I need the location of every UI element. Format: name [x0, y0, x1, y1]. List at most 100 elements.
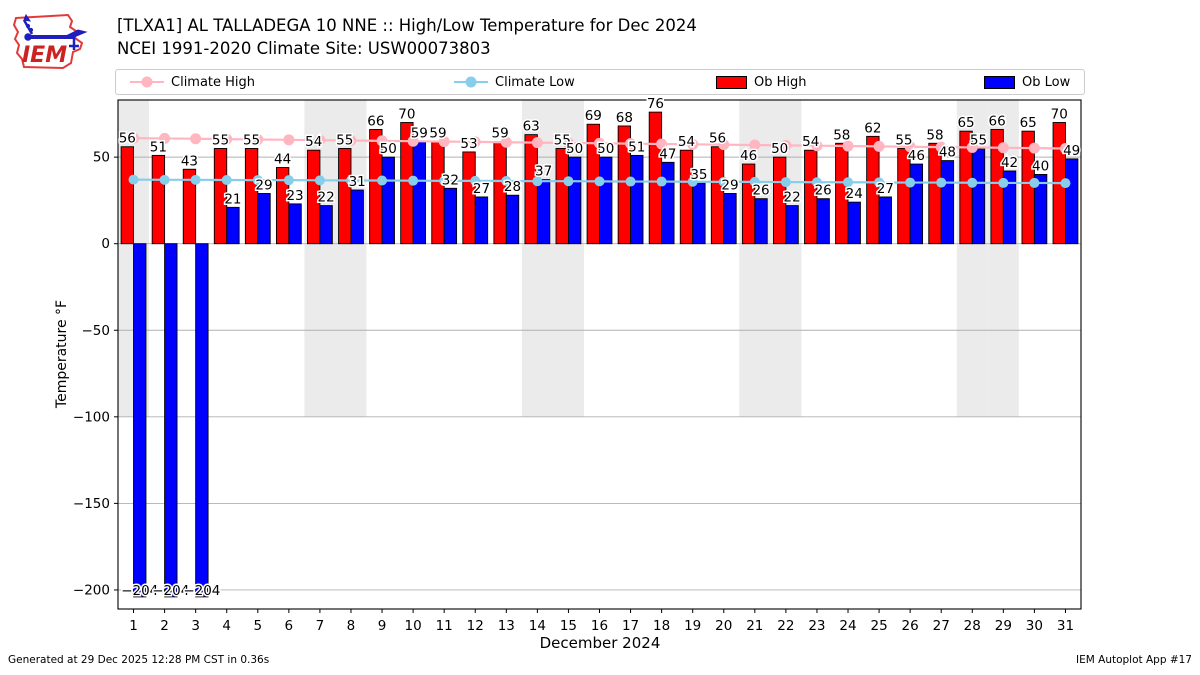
ob-low-bar [226, 206, 240, 245]
legend-label: Ob High [754, 74, 807, 90]
ob-low-bar [723, 193, 737, 245]
x-tick-label: 4 [222, 618, 231, 634]
climate-low-marker [656, 176, 667, 187]
x-tick-label: 8 [347, 618, 356, 634]
climate-low-marker [1029, 177, 1040, 188]
y-tick-label: −50 [82, 323, 111, 339]
y-tick-label: −100 [73, 409, 110, 425]
ob-low-value-label: 47 [659, 146, 676, 162]
ob-high-value-label: 55 [212, 132, 229, 148]
climate-low-marker [811, 177, 822, 188]
climate-low-line-icon [454, 76, 488, 88]
climate-low-marker [314, 175, 325, 186]
climate-high-marker [221, 133, 233, 145]
ob-high-value-label: 43 [181, 153, 198, 169]
climate-low-marker [408, 175, 419, 186]
climate-high-marker [190, 133, 202, 145]
ob-high-value-label: 70 [1051, 107, 1068, 123]
ob-low-bar [319, 205, 333, 245]
ob-low-value-label: 28 [504, 179, 521, 195]
ob-low-value-label: 31 [349, 174, 366, 190]
climate-high-marker [252, 133, 264, 145]
climate-high-marker [438, 136, 450, 148]
climate-high-marker [904, 141, 916, 153]
ob-low-value-label: 26 [752, 183, 769, 199]
iowa-outline-icon [12, 13, 84, 70]
climate-low-marker [221, 174, 232, 185]
ob-high-value-label: 50 [771, 141, 788, 157]
climate-high-marker [531, 137, 543, 149]
ob-low-bar [599, 156, 613, 245]
climate-high-marker [345, 135, 357, 147]
climate-low-marker [874, 177, 885, 188]
ob-high-bar [710, 146, 725, 245]
x-tick-label: 13 [498, 618, 515, 634]
climate-high-marker [128, 132, 140, 144]
climate-low-marker [190, 174, 201, 185]
climate-low-marker [687, 176, 698, 187]
ob-low-bar [164, 243, 178, 598]
climate-high-marker [407, 135, 419, 147]
climate-high-marker [749, 139, 761, 151]
climate-low-marker [936, 177, 947, 188]
climate-high-marker [469, 136, 481, 148]
ob-high-bar [338, 148, 352, 245]
ob-low-bar [971, 148, 986, 245]
ob-low-value-label: 55 [970, 132, 987, 148]
ob-low-bar [536, 179, 551, 245]
climate-high-marker [842, 140, 854, 152]
ob-high-value-label: 44 [274, 152, 291, 168]
ob-high-value-label: 56 [119, 131, 136, 147]
weather-vane-icon [22, 13, 88, 50]
legend-label: Climate Low [495, 74, 575, 90]
climate-low-marker [718, 176, 729, 187]
climate-low-marker [1060, 178, 1071, 189]
climate-low-marker [252, 175, 263, 186]
legend-label: Ob Low [1022, 74, 1071, 90]
ob-high-bar [120, 146, 134, 245]
climate-low-marker [843, 177, 854, 188]
climate-low-marker [780, 177, 791, 188]
ob-low-bar [847, 201, 861, 245]
ob-high-value-label: 70 [398, 107, 415, 123]
climate-high-marker [1028, 142, 1040, 154]
ob-high-value-label: 66 [989, 113, 1006, 129]
climate-high-line-icon [130, 76, 164, 88]
ob-low-bar [195, 243, 209, 598]
ob-low-bar [288, 203, 302, 245]
ob-low-value-label: 23 [286, 188, 303, 204]
ob-high-swatch-icon [716, 75, 747, 89]
ob-high-value-label: 63 [523, 119, 540, 135]
ob-low-value-label: 37 [535, 164, 552, 180]
ob-low-value-label: 50 [597, 141, 614, 157]
ob-high-value-label: 59 [429, 126, 446, 142]
legend-item-climate-high: Climate High [130, 70, 255, 94]
ob-high-bar [866, 135, 880, 245]
chart-title: [TLXA1] AL TALLADEGA 10 NNE :: High/Low … [117, 16, 697, 35]
x-tick-label: 10 [405, 618, 422, 634]
ob-low-value-label: 29 [721, 177, 738, 193]
ob-low-value-label: 48 [939, 145, 956, 161]
climate-low-marker [625, 176, 636, 187]
climate-low-marker [749, 176, 760, 187]
ob-low-bar [133, 243, 147, 598]
ob-low-value-label: 40 [1032, 158, 1049, 174]
climate-low-marker [967, 177, 978, 188]
x-tick-label: 3 [191, 618, 200, 634]
x-tick-label: 16 [591, 618, 608, 634]
chart-subtitle: NCEI 1991-2020 Climate Site: USW00073803 [117, 39, 491, 58]
climate-high-marker [283, 134, 295, 146]
ob-high-value-label: 53 [460, 136, 477, 152]
climate-low-marker [283, 175, 294, 186]
ob-high-bar [679, 149, 694, 245]
ob-low-value-label: −204 [183, 583, 220, 599]
ob-high-value-label: 58 [926, 127, 943, 143]
legend-label: Climate High [171, 74, 256, 90]
climate-high-marker [966, 141, 978, 153]
x-tick-label: 21 [746, 618, 763, 634]
ob-high-value-label: 51 [150, 139, 167, 155]
ob-low-value-label: 21 [224, 191, 241, 207]
ob-low-value-label: −204 [152, 583, 189, 599]
plot-frame [117, 99, 1082, 610]
climate-low-marker [998, 177, 1009, 188]
